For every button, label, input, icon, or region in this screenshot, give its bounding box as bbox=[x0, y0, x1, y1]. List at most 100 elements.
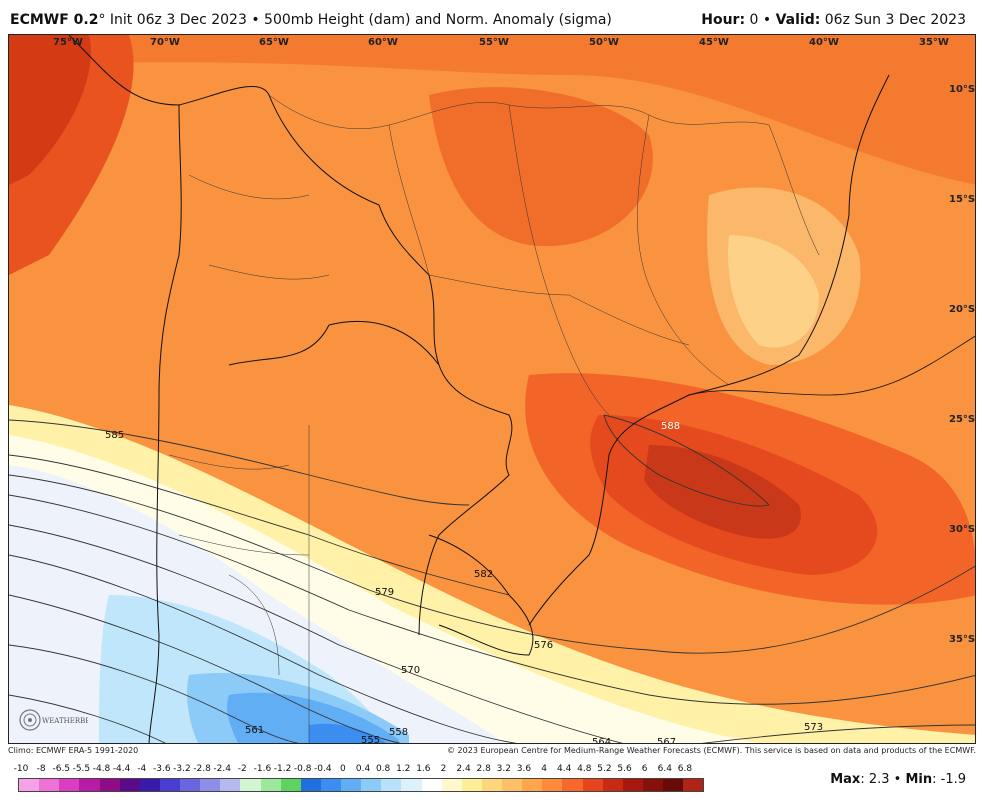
colorbar-label: -8 bbox=[36, 764, 46, 774]
model-name: ECMWF 0.2 bbox=[10, 12, 99, 28]
colorbar-label: 6 bbox=[641, 764, 648, 774]
colorbar-label: 4.4 bbox=[557, 764, 572, 774]
colorbar-label: 2.4 bbox=[456, 764, 471, 774]
height-contours bbox=[9, 414, 975, 743]
climo-credit: Climo: ECMWF ERA-5 1991-2020 bbox=[8, 746, 139, 755]
latitude-labels: 10°S 15°S 20°S 25°S 30°S 35°S bbox=[949, 84, 975, 645]
contour-label: 564 bbox=[592, 737, 611, 744]
separator: • bbox=[246, 12, 265, 28]
colorbar-swatch bbox=[481, 779, 502, 791]
copyright-credit: © 2023 European Centre for Medium-Range … bbox=[447, 746, 976, 755]
anomaly-shade bbox=[429, 87, 653, 247]
colorbar-swatch bbox=[683, 779, 704, 791]
colorbar-label: -6.5 bbox=[52, 764, 71, 774]
colorbar-swatch bbox=[220, 779, 241, 791]
latitude-label: 15°S bbox=[949, 194, 975, 205]
max-value: : 2.3 bbox=[860, 772, 890, 787]
colorbar-swatch bbox=[401, 779, 422, 791]
colorbar-swatch bbox=[663, 779, 684, 791]
contour-label: 576 bbox=[534, 640, 553, 651]
anomaly-shade bbox=[9, 35, 91, 185]
colorbar-label: -4.4 bbox=[112, 764, 131, 774]
contour-label: 573 bbox=[804, 722, 823, 733]
longitude-label: 65°W bbox=[259, 37, 289, 48]
colorbar-swatch bbox=[99, 779, 120, 791]
weatherbell-logo: WEATHERBELL bbox=[18, 700, 100, 740]
logo-text: WEATHERBELL bbox=[42, 717, 88, 725]
colorbar-label: 0 bbox=[340, 764, 346, 774]
colorbar-label: 5.2 bbox=[597, 764, 612, 774]
colorbar-swatch bbox=[159, 779, 180, 791]
colorbar-label: -0.8 bbox=[293, 764, 312, 774]
colorbar-label: -10 bbox=[13, 764, 29, 774]
valid-value: 06z Sun 3 Dec 2023 bbox=[820, 12, 966, 28]
title: ECMWF 0.2° Init 06z 3 Dec 2023 • 500mb H… bbox=[10, 12, 612, 28]
colorbar-swatch bbox=[119, 779, 140, 791]
contour-label: 579 bbox=[375, 587, 394, 598]
colorbar-swatch bbox=[461, 779, 482, 791]
colorbar: -10 -8 -6.5 -5.5 -4.8 -4.4 -4 -3.6 -3.2 -2.8 -2.4-… bbox=[13, 764, 736, 804]
separator: • bbox=[758, 12, 776, 28]
credits: Climo: ECMWF ERA-5 1991-2020 © 2023 Euro… bbox=[8, 746, 976, 758]
product-name: 500mb Height (dam) and Norm. Anomaly (si… bbox=[264, 12, 612, 28]
colorbar-swatch bbox=[522, 779, 543, 791]
colorbar-swatch bbox=[622, 779, 643, 791]
valid-label: Valid: bbox=[775, 12, 821, 28]
colorbar-label: -0.4 bbox=[314, 764, 332, 774]
state-borders bbox=[168, 94, 820, 743]
anomaly-shade bbox=[728, 235, 819, 348]
contour-label: 555 bbox=[361, 735, 380, 744]
colorbar-swatch bbox=[542, 779, 563, 791]
anomaly-shade bbox=[309, 723, 387, 743]
colorbar-label: 2 bbox=[440, 764, 447, 774]
longitude-label: 70°W bbox=[150, 37, 180, 48]
longitude-label: 40°W bbox=[809, 37, 839, 48]
anomaly-shade bbox=[644, 445, 801, 539]
colorbar-swatch bbox=[240, 779, 261, 791]
colorbar-label: 6.4 bbox=[657, 764, 672, 774]
colorbar-label: -4.8 bbox=[92, 764, 111, 774]
contour-label: 561 bbox=[245, 725, 264, 736]
separator: • bbox=[889, 772, 906, 787]
colorbar-swatch bbox=[602, 779, 623, 791]
colorbar-swatch bbox=[582, 779, 603, 791]
init-time: Init 06z 3 Dec 2023 bbox=[105, 12, 247, 28]
colorbar-swatch bbox=[300, 779, 321, 791]
contour-label: 588 bbox=[661, 421, 680, 432]
map-canvas: 75°W 70°W 65°W 60°W 55°W 50°W 45°W 40°W … bbox=[9, 35, 975, 744]
colorbar-label: 6.8 bbox=[677, 764, 693, 774]
latitude-label: 20°S bbox=[949, 304, 975, 315]
colorbar-swatch bbox=[180, 779, 201, 791]
colorbar-swatch bbox=[260, 779, 281, 791]
header: ECMWF 0.2° Init 06z 3 Dec 2023 • 500mb H… bbox=[0, 0, 984, 34]
colorbar-label: -4 bbox=[137, 764, 147, 774]
colorbar-swatch bbox=[59, 779, 80, 791]
longitude-label: 60°W bbox=[368, 37, 398, 48]
colorbar-swatch bbox=[441, 779, 462, 791]
colorbar-label: 1.2 bbox=[396, 764, 411, 774]
colorbar-label: -2.8 bbox=[193, 764, 211, 774]
colorbar-swatch bbox=[341, 779, 362, 791]
coastline bbox=[688, 335, 975, 396]
colorbar-label: 5.6 bbox=[617, 764, 632, 774]
min-value: : -1.9 bbox=[932, 772, 966, 787]
colorbar-swatch bbox=[139, 779, 160, 791]
colorbar-label: 0.4 bbox=[355, 764, 371, 774]
colorbar-label: -5.5 bbox=[72, 764, 91, 774]
colorbar-label: -2 bbox=[237, 764, 247, 774]
colorbar-swatch bbox=[280, 779, 301, 791]
contour-label: 570 bbox=[401, 665, 420, 676]
longitude-label: 50°W bbox=[589, 37, 619, 48]
colorbar-label: 0.8 bbox=[375, 764, 391, 774]
colorbar-swatch bbox=[381, 779, 402, 791]
longitude-label: 45°W bbox=[699, 37, 729, 48]
max-min-readout: Max: 2.3 • Min: -1.9 bbox=[830, 772, 966, 787]
colorbar-label: -3.6 bbox=[153, 764, 171, 774]
longitude-label: 75°W bbox=[53, 37, 83, 48]
min-label: Min bbox=[905, 772, 933, 787]
colorbar-swatch bbox=[421, 779, 442, 791]
longitude-label: 55°W bbox=[479, 37, 509, 48]
colorbar-label: -1.2 bbox=[273, 764, 292, 774]
contour-label: 558 bbox=[389, 727, 408, 738]
contour-labels: 585 588 582 579 576 570 564 567 573 561 … bbox=[105, 421, 823, 744]
